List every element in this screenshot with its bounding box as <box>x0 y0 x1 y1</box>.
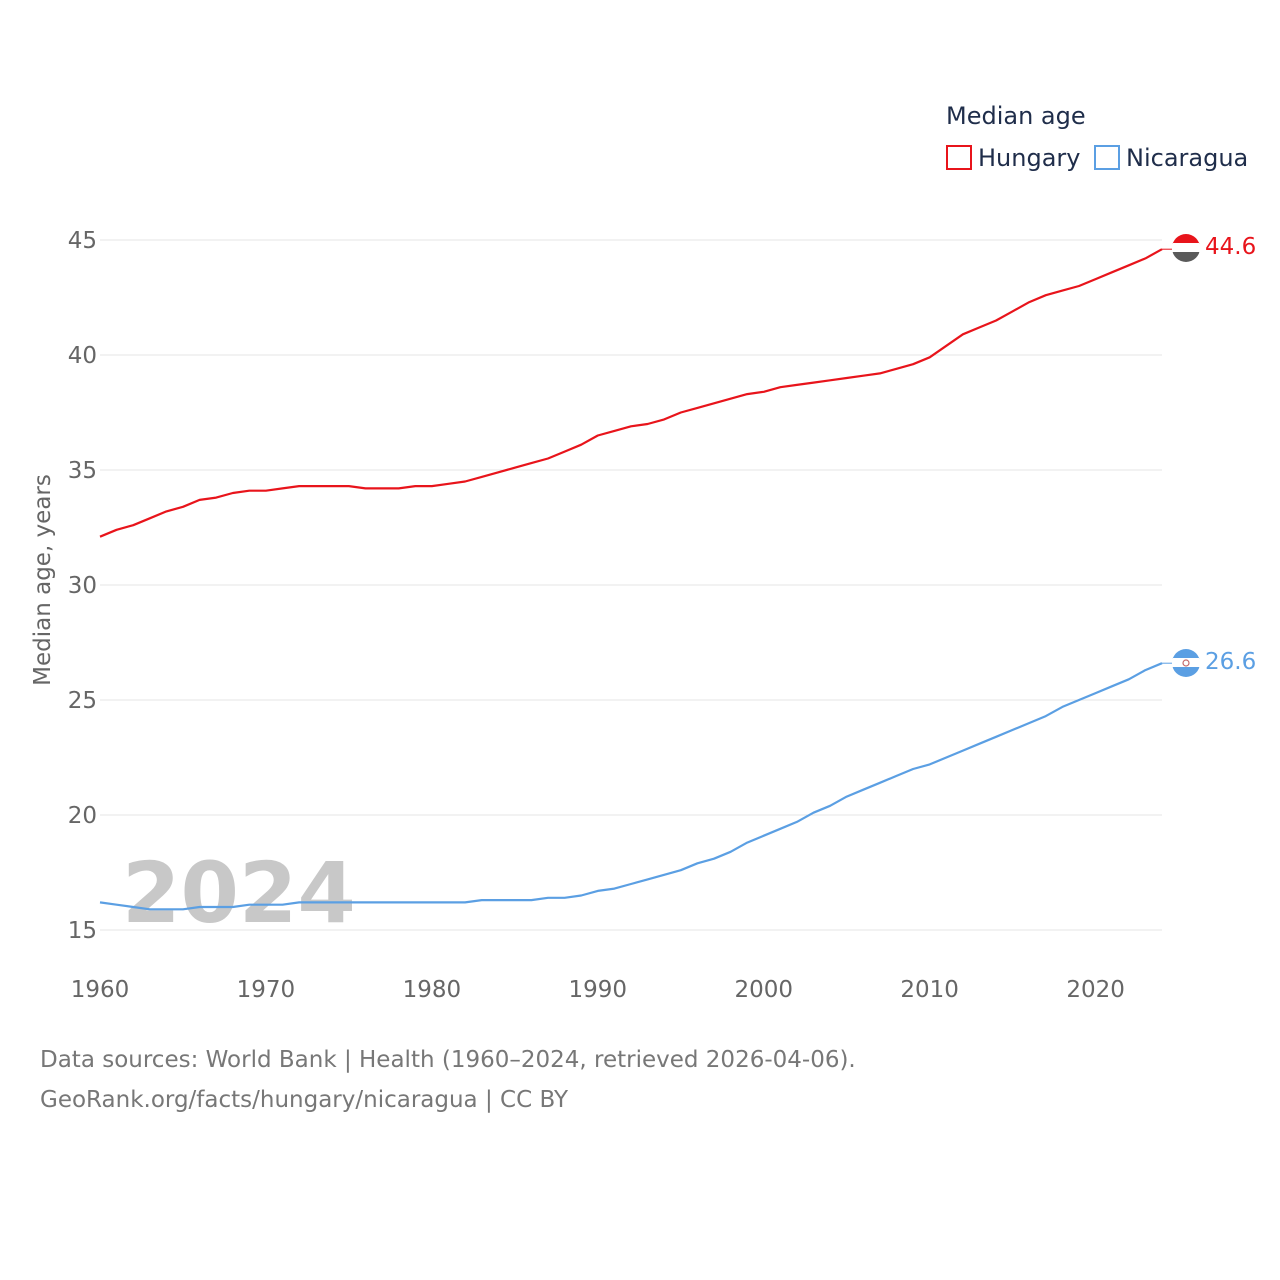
source-line-1: Data sources: World Bank | Health (1960–… <box>40 1047 856 1073</box>
legend-title: Median age <box>946 102 1086 130</box>
y-tick-45: 45 <box>68 228 97 254</box>
y-tick-25: 25 <box>68 688 97 714</box>
series-line-hungary[interactable] <box>99 248 1163 538</box>
end-label-nicaragua: 26.6 <box>1205 649 1256 675</box>
y-tick-15: 15 <box>68 918 97 944</box>
x-tick-2010: 2010 <box>900 977 959 1003</box>
legend-item-hungary[interactable]: Hungary <box>946 144 1080 172</box>
year-watermark: 2024 <box>122 844 356 942</box>
source-line-2[interactable]: GeoRank.org/facts/hungary/nicaragua | CC… <box>40 1087 569 1113</box>
legend-label-hungary: Hungary <box>978 144 1080 172</box>
source-attribution: Data sources: World Bank | Health (1960–… <box>40 1040 856 1120</box>
legend-label-nicaragua: Nicaragua <box>1126 144 1248 172</box>
end-label-hungary: 44.6 <box>1205 234 1256 260</box>
hungary-flag-icon <box>1172 234 1200 262</box>
legend-swatch-hungary <box>946 145 972 170</box>
y-axis-label: Median age, years <box>30 474 56 686</box>
series-line-nicaragua[interactable] <box>99 662 1163 911</box>
legend-item-nicaragua[interactable]: Nicaragua <box>1094 144 1248 172</box>
x-axis-ticks: 1960 1970 1980 1990 2000 2010 2020 <box>71 977 1125 1003</box>
line-chart: 15 20 25 30 35 40 45 1960 1970 1980 1990 2000 2010 2… <box>30 102 1256 1003</box>
x-tick-2020: 2020 <box>1066 977 1125 1003</box>
gridlines <box>100 239 1162 931</box>
x-tick-1970: 1970 <box>237 977 296 1003</box>
legend-swatch-nicaragua <box>1094 145 1120 170</box>
y-tick-20: 20 <box>68 803 97 829</box>
x-tick-1960: 1960 <box>71 977 130 1003</box>
y-tick-30: 30 <box>68 573 97 599</box>
series-lines <box>99 248 1172 911</box>
x-tick-1980: 1980 <box>403 977 462 1003</box>
y-tick-40: 40 <box>68 343 97 369</box>
y-tick-35: 35 <box>68 458 97 484</box>
x-tick-2000: 2000 <box>734 977 793 1003</box>
x-tick-1990: 1990 <box>569 977 628 1003</box>
nicaragua-flag-icon <box>1172 649 1200 677</box>
y-axis-ticks: 15 20 25 30 35 40 45 <box>68 228 97 944</box>
